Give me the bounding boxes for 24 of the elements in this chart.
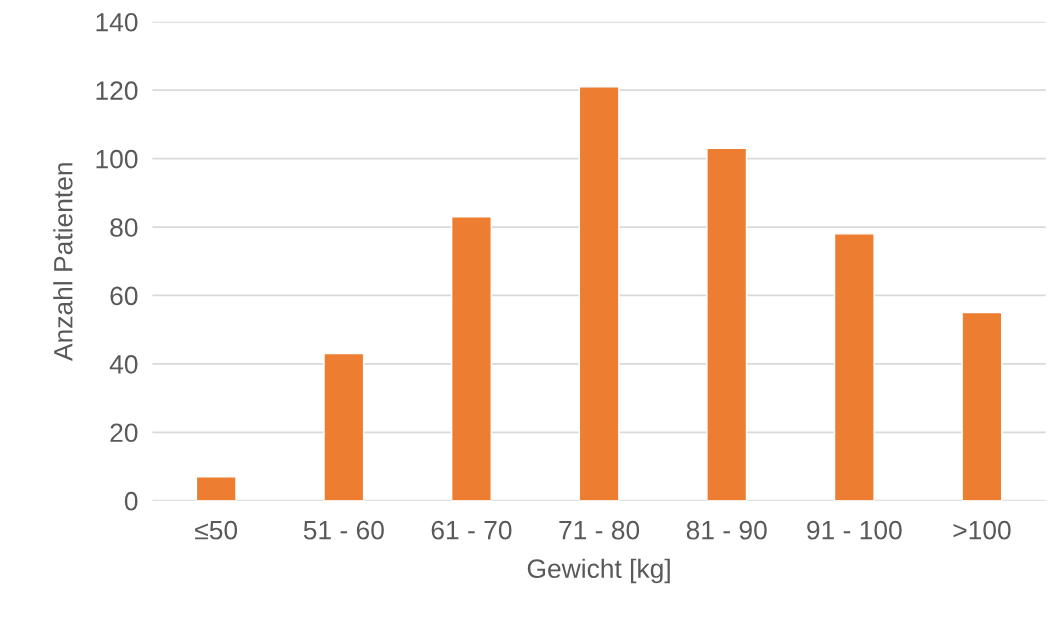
x-tick-label: 91 - 100 bbox=[807, 520, 902, 540]
y-axis-title: Anzahl Patienten bbox=[53, 163, 73, 361]
bar bbox=[578, 86, 620, 501]
bar bbox=[450, 216, 492, 501]
x-tick-label: ≤50 bbox=[195, 520, 238, 540]
y-tick-label: 40 bbox=[109, 355, 138, 374]
y-tick-label: 120 bbox=[96, 81, 138, 101]
bar bbox=[961, 311, 1003, 501]
x-tick-label: >100 bbox=[953, 520, 1011, 540]
bar bbox=[833, 233, 875, 501]
y-tick-label: 100 bbox=[96, 149, 138, 169]
y-tick-label: 20 bbox=[110, 423, 138, 443]
bar bbox=[195, 476, 237, 501]
bar bbox=[706, 147, 748, 501]
y-tick-label: 0 bbox=[124, 491, 138, 511]
x-axis-title: Gewicht [kg] bbox=[527, 558, 670, 584]
x-tick-label: 51 - 60 bbox=[303, 520, 384, 540]
bar bbox=[323, 352, 365, 501]
y-tick-label: 80 bbox=[110, 218, 138, 237]
x-tick-label: 81 - 90 bbox=[686, 520, 767, 540]
y-tick-label: 60 bbox=[110, 286, 138, 306]
x-tick-label: 61 - 70 bbox=[431, 520, 512, 540]
x-tick-label: 71 - 80 bbox=[559, 520, 640, 540]
y-tick-label: 140 bbox=[96, 12, 138, 32]
